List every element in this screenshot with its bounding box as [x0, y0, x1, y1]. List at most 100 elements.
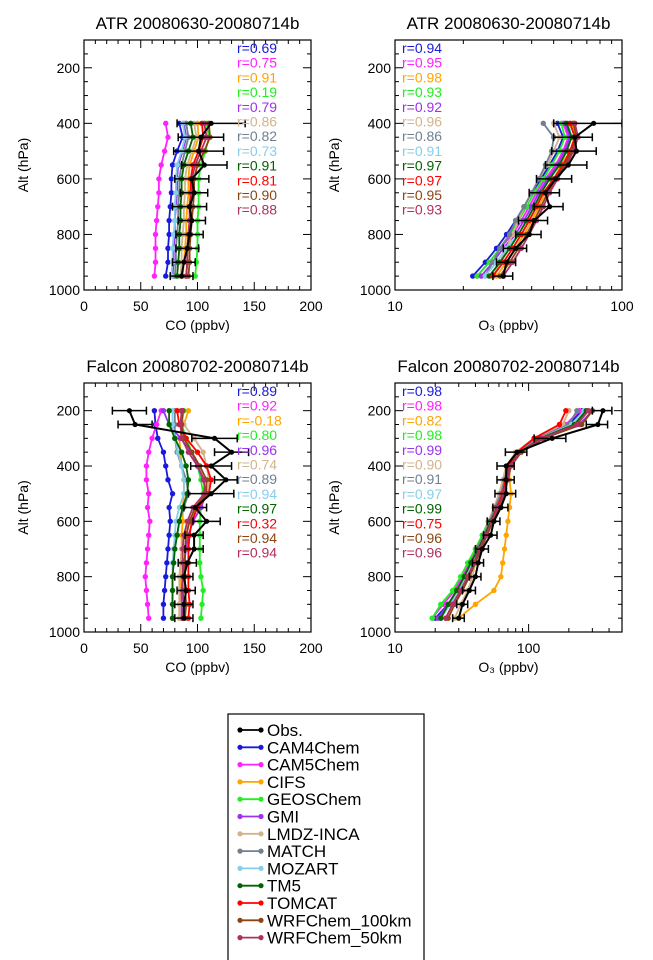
- y-tick-label: 200: [57, 60, 81, 76]
- data-point: [144, 546, 151, 552]
- series-CAM4Chem: [151, 407, 176, 621]
- series-line: [480, 122, 571, 277]
- data-point: [169, 245, 176, 252]
- data-point: [169, 573, 176, 580]
- data-point: [501, 546, 508, 552]
- data-point: [163, 120, 169, 127]
- data-point: [472, 574, 479, 580]
- data-point: [181, 259, 187, 265]
- x-tick-label: 100: [610, 298, 634, 314]
- data-point: [160, 601, 167, 608]
- data-point: [153, 217, 160, 224]
- correlation-label: r=0.92: [237, 398, 277, 414]
- data-point: [191, 190, 197, 196]
- y-tick-label: 400: [368, 115, 392, 131]
- data-point: [173, 190, 179, 196]
- data-point: [174, 407, 180, 414]
- legend-label: CAM4Chem: [267, 738, 360, 757]
- series-MOZART: [168, 120, 188, 279]
- correlation-label: r=0.88: [237, 202, 277, 218]
- data-point: [595, 421, 601, 428]
- correlation-label: r=0.19: [237, 84, 277, 100]
- series-line: [444, 410, 590, 619]
- legend-item: Obs.: [237, 721, 303, 740]
- data-point: [208, 477, 214, 483]
- data-point: [166, 504, 172, 511]
- correlation-label: r=0.90: [237, 187, 277, 203]
- legend-marker: [237, 917, 243, 923]
- data-point: [211, 435, 218, 441]
- series-Obs.: [111, 406, 250, 623]
- data-point: [503, 463, 509, 469]
- data-point: [152, 259, 159, 265]
- legend-marker: [237, 813, 243, 820]
- series-line: [476, 122, 570, 277]
- legend-marker: [237, 779, 243, 785]
- legend-label: WRFChem_100km: [267, 911, 412, 930]
- correlation-label: r=0.91: [237, 69, 277, 85]
- y-tick-label: 1000: [360, 282, 391, 298]
- data-point: [181, 574, 187, 580]
- correlation-label: r=0.75: [237, 55, 277, 71]
- correlation-label: r=0.99: [402, 501, 442, 517]
- legend-marker: [237, 900, 243, 906]
- data-point: [208, 463, 214, 469]
- legend-item: WRFChem_50km: [237, 929, 402, 948]
- correlation-label: r=0.80: [237, 427, 277, 443]
- legend-item: TM5: [237, 877, 301, 896]
- legend-item: CAM4Chem: [237, 738, 360, 757]
- data-point: [475, 560, 481, 566]
- data-point: [169, 587, 176, 594]
- correlation-label: r=0.91: [402, 471, 442, 487]
- correlation-label: r=0.89: [237, 471, 277, 487]
- correlation-label: r=0.91: [237, 158, 277, 174]
- correlation-label: r=0.98: [402, 69, 442, 85]
- data-point: [486, 259, 492, 265]
- data-point: [512, 217, 519, 224]
- y-tick-label: 800: [57, 569, 81, 585]
- series-Obs.: [169, 119, 246, 281]
- data-point: [174, 162, 180, 168]
- y-tick-label: 800: [368, 226, 392, 242]
- y-axis-label: Alt (hPa): [15, 138, 31, 192]
- series-line: [178, 410, 190, 619]
- correlation-label: r=0.97: [402, 172, 442, 188]
- correlation-label: r=0.69: [237, 40, 277, 56]
- data-point: [170, 231, 177, 238]
- legend-marker: [258, 935, 264, 941]
- data-point: [174, 532, 180, 538]
- data-point: [164, 560, 170, 566]
- x-tick-label: 150: [243, 640, 267, 656]
- data-point: [160, 449, 167, 455]
- data-point: [143, 463, 150, 469]
- data-point: [144, 601, 151, 608]
- data-point: [189, 176, 195, 182]
- data-point: [505, 518, 511, 525]
- correlation-label: r=0.32: [237, 515, 277, 531]
- series-TM5: [166, 407, 192, 621]
- correlation-label: r=0.94: [237, 545, 277, 561]
- chart-title: ATR 20080630-20080714b: [407, 14, 611, 33]
- correlation-label: r=0.79: [237, 99, 277, 115]
- y-tick-label: 400: [57, 458, 81, 474]
- chart-panel-2: ATR 20080630-20080714b 200 400 600 800 1000 Al…: [326, 14, 634, 333]
- correlation-label: r=0.82: [402, 412, 442, 428]
- legend-item: WRFChem_100km: [237, 911, 412, 930]
- data-point: [184, 518, 190, 525]
- x-tick-label: 50: [133, 298, 149, 314]
- correlation-label: r=0.75: [402, 515, 442, 531]
- data-point: [573, 148, 580, 154]
- data-point: [443, 615, 449, 621]
- correlation-label: r=0.98: [402, 427, 442, 443]
- legend-marker: [237, 727, 243, 733]
- data-point: [126, 408, 132, 414]
- data-point: [196, 148, 202, 154]
- correlation-label: r=0.94: [237, 486, 277, 502]
- x-tick-label: 150: [243, 298, 267, 314]
- data-point: [185, 449, 192, 455]
- legend-item: CAM5Chem: [237, 756, 360, 775]
- data-point: [591, 120, 597, 126]
- data-point: [498, 504, 504, 511]
- x-tick-label: 0: [80, 298, 88, 314]
- legend-marker: [237, 883, 243, 889]
